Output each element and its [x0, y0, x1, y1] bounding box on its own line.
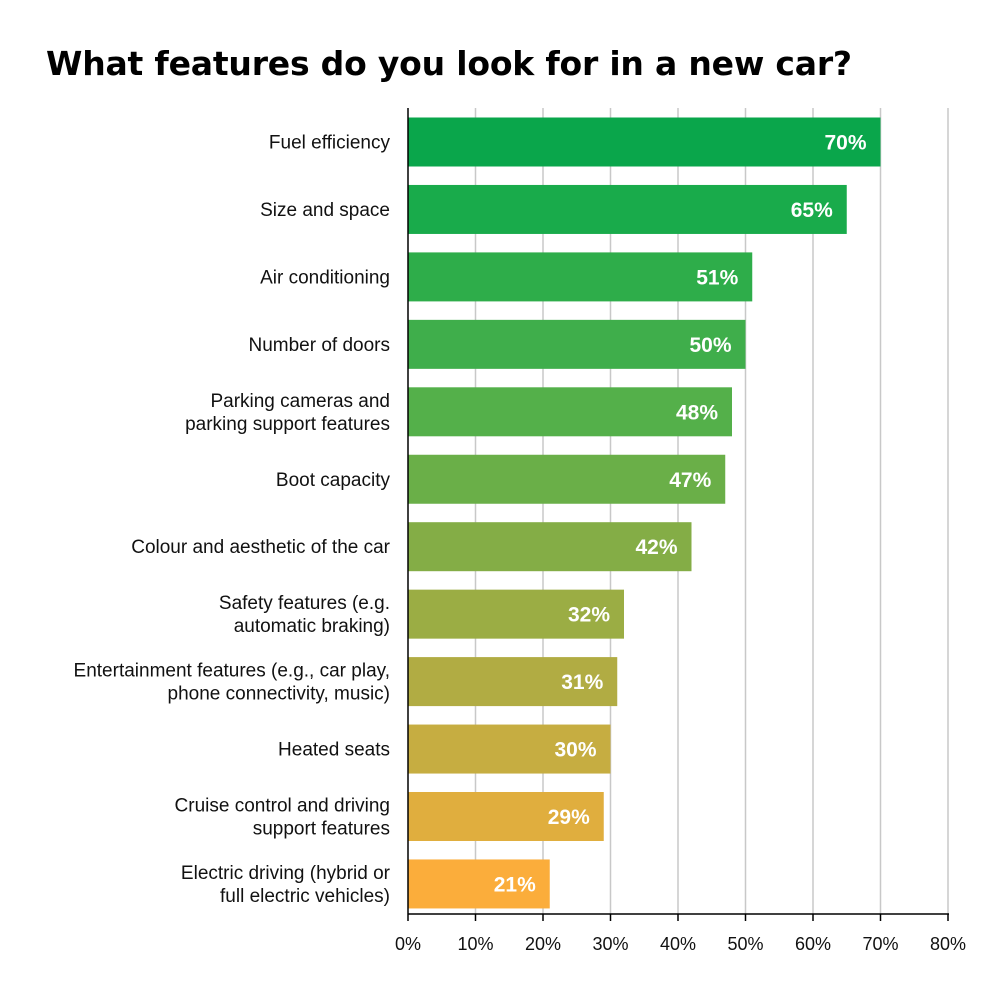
category-label: Size and space — [260, 200, 390, 221]
x-tick-label: 80% — [930, 934, 966, 954]
category-label: Electric driving (hybrid or full electric… — [181, 863, 391, 907]
bar — [408, 387, 732, 437]
x-tick-label: 60% — [795, 934, 831, 954]
category-label: Parking cameras and parking support featu… — [185, 391, 390, 435]
x-tick-label: 20% — [525, 934, 561, 954]
data-label: 29% — [548, 806, 590, 829]
bar — [408, 117, 881, 167]
category-label: Boot capacity — [276, 470, 391, 491]
category-label: Entertainment features (e.g., car play, p… — [74, 661, 390, 705]
category-label: Safety features (e.g. automatic braking) — [219, 593, 390, 637]
data-label: 32% — [568, 604, 610, 627]
data-label: 30% — [554, 739, 596, 762]
data-label: 70% — [824, 132, 866, 155]
data-label: 31% — [561, 671, 603, 694]
category-label: Air conditioning — [260, 267, 390, 288]
data-label: 47% — [669, 469, 711, 492]
data-label: 65% — [791, 199, 833, 222]
x-tick-label: 30% — [592, 934, 628, 954]
category-label: Heated seats — [278, 740, 390, 761]
bar — [408, 454, 726, 504]
data-label: 51% — [696, 266, 738, 289]
bar — [408, 657, 618, 707]
data-label: 21% — [494, 873, 536, 896]
category-label: Cruise control and driving support featur… — [175, 796, 390, 840]
data-label: 48% — [676, 401, 718, 424]
category-label: Colour and aesthetic of the car — [131, 537, 390, 558]
bar — [408, 859, 550, 909]
bar — [408, 319, 746, 369]
chart-title: What features do you look for in a new c… — [46, 44, 852, 83]
x-tick-label: 40% — [660, 934, 696, 954]
bar — [408, 724, 611, 774]
bar — [408, 522, 692, 572]
bar — [408, 184, 847, 234]
x-tick-label: 70% — [862, 934, 898, 954]
category-label: Number of doors — [248, 335, 390, 356]
x-tick-label: 50% — [727, 934, 763, 954]
bar — [408, 252, 753, 302]
data-label: 42% — [635, 536, 677, 559]
bar — [408, 792, 604, 841]
x-tick-label: 0% — [395, 934, 421, 954]
x-tick-label: 10% — [457, 934, 493, 954]
category-label: Fuel efficiency — [269, 133, 391, 154]
bar — [408, 589, 624, 639]
data-label: 50% — [689, 334, 731, 357]
